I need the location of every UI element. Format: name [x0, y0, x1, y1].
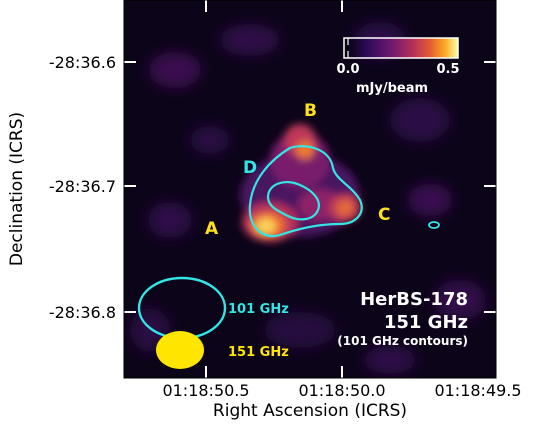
colorbar-gradient — [343, 37, 459, 59]
y-axis-label: Declination (ICRS) — [7, 112, 27, 266]
colorbar-unit: mJy/beam — [356, 81, 428, 96]
map-image — [124, 0, 496, 378]
source-label-c: C — [378, 205, 390, 225]
map-frequency: 151 GHz — [384, 312, 468, 333]
x-tick-label: 01:18:49.5 — [434, 381, 521, 400]
tick-marks — [124, 0, 496, 378]
x-tick-label: 01:18:50.5 — [162, 381, 249, 400]
source-label-a: A — [205, 219, 219, 239]
source-name: HerBS-178 — [360, 289, 468, 310]
y-tick-label: -28:36.6 — [49, 53, 116, 72]
contour-small — [428, 221, 440, 229]
x-tick-label: 01:18:50.0 — [298, 381, 385, 400]
source-label-b: B — [304, 101, 317, 121]
colorbar-max: 0.5 — [436, 62, 459, 77]
beam-label-101ghz: 101 GHz — [228, 302, 289, 317]
x-axis-label: Right Ascension (ICRS) — [213, 401, 407, 421]
colorbar-min: 0.0 — [336, 62, 359, 77]
emission — [240, 124, 361, 242]
beam-label-151ghz: 151 GHz — [228, 345, 289, 360]
contour-note: (101 GHz contours) — [337, 334, 468, 348]
contour-outer — [248, 145, 363, 238]
colorbar: 0.0 0.5 mJy/beam — [336, 37, 460, 96]
contours-101ghz — [248, 145, 440, 238]
source-label-d: D — [243, 158, 257, 178]
y-tick-label: -28:36.7 — [49, 177, 116, 196]
contour-inner — [266, 180, 320, 221]
axes-frame — [123, 0, 497, 379]
y-tick-label: -28:36.8 — [49, 303, 116, 322]
beam-151ghz — [156, 331, 204, 369]
